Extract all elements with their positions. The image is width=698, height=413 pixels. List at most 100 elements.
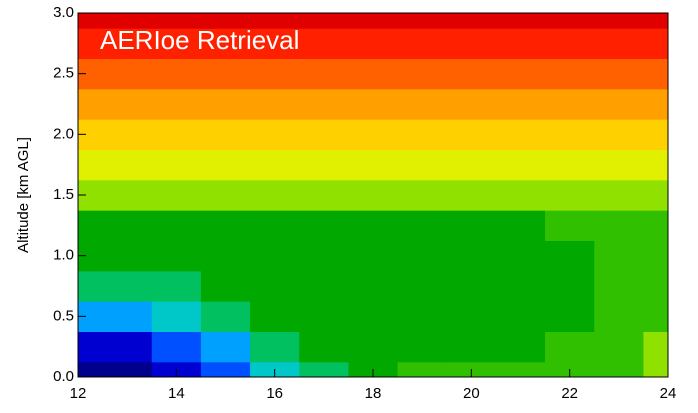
contour-cell bbox=[495, 331, 546, 363]
contour-cell bbox=[151, 179, 202, 211]
contour-cell bbox=[151, 88, 202, 120]
x-tick-label: 12 bbox=[70, 385, 87, 402]
contour-cell bbox=[299, 58, 349, 90]
contour-cell bbox=[102, 179, 153, 211]
contour-cell bbox=[200, 210, 251, 241]
contour-cell bbox=[200, 240, 251, 272]
contour-cell bbox=[348, 149, 399, 181]
contour-cell bbox=[348, 301, 399, 332]
contour-cell bbox=[151, 58, 202, 90]
y-tick-label: 3.0 bbox=[53, 4, 74, 21]
contour-cell bbox=[78, 210, 104, 241]
contour-cell bbox=[397, 179, 448, 211]
contour-cell bbox=[299, 28, 349, 59]
contour-cell bbox=[102, 58, 153, 90]
contour-cell bbox=[594, 13, 644, 29]
contour-cell bbox=[151, 270, 202, 302]
contour-cell bbox=[446, 119, 497, 150]
contour-cell bbox=[495, 210, 546, 241]
contour-cell bbox=[643, 361, 669, 378]
contour-cell bbox=[495, 301, 546, 332]
contour-cell bbox=[495, 149, 546, 181]
contour-cell bbox=[250, 28, 300, 59]
contour-cell bbox=[151, 149, 202, 181]
contour-cell bbox=[446, 13, 497, 29]
contour-cell bbox=[299, 301, 349, 332]
contour-cell bbox=[299, 88, 349, 120]
contour-cell bbox=[102, 301, 153, 332]
contour-cell bbox=[348, 119, 399, 150]
contour-cell bbox=[78, 13, 104, 29]
contour-cell bbox=[397, 119, 448, 150]
contour-cell bbox=[545, 119, 595, 150]
contour-cell bbox=[250, 119, 300, 150]
contour-cell bbox=[495, 28, 546, 59]
contour-cell bbox=[446, 210, 497, 241]
contour-cell bbox=[102, 13, 153, 29]
y-tick-label: 1.5 bbox=[53, 186, 74, 203]
contour-cell bbox=[102, 210, 153, 241]
contour-cell bbox=[643, 301, 669, 332]
contour-cell bbox=[643, 331, 669, 363]
contour-cell bbox=[200, 28, 251, 59]
contour-cell bbox=[594, 28, 644, 59]
contour-cell bbox=[397, 210, 448, 241]
y-tick-label: 2.5 bbox=[53, 65, 74, 82]
y-tick-label: 0.5 bbox=[53, 307, 74, 324]
contour-cell bbox=[397, 240, 448, 272]
contour-cell bbox=[348, 88, 399, 120]
contour-cell bbox=[151, 301, 202, 332]
contour-cell bbox=[545, 88, 595, 120]
contour-cell bbox=[446, 240, 497, 272]
contour-cell bbox=[151, 119, 202, 150]
contour-cell bbox=[78, 28, 104, 59]
contour-cell bbox=[594, 301, 644, 332]
contour-cell bbox=[299, 13, 349, 29]
contour-cell bbox=[545, 149, 595, 181]
contour-cell bbox=[348, 179, 399, 211]
contour-cell bbox=[446, 331, 497, 363]
contour-cell bbox=[643, 210, 669, 241]
contour-cell bbox=[348, 210, 399, 241]
contour-cell bbox=[250, 270, 300, 302]
contour-cell bbox=[594, 88, 644, 120]
contour-cell bbox=[200, 270, 251, 302]
y-tick-label: 2.0 bbox=[53, 125, 74, 142]
contour-cell bbox=[151, 13, 202, 29]
chart-title: AERIoe Retrieval bbox=[100, 25, 299, 55]
contour-cell bbox=[78, 88, 104, 120]
contour-cell bbox=[200, 13, 251, 29]
contour-cell bbox=[545, 13, 595, 29]
contour-cell bbox=[348, 331, 399, 363]
y-tick-label: 1.0 bbox=[53, 247, 74, 264]
contour-cell bbox=[594, 119, 644, 150]
y-tick-label: 0.0 bbox=[53, 368, 74, 385]
contour-cell bbox=[348, 13, 399, 29]
contour-cell bbox=[545, 28, 595, 59]
contour-cell bbox=[348, 28, 399, 59]
contour-cell bbox=[446, 301, 497, 332]
contour-cell bbox=[446, 88, 497, 120]
x-tick-label: 20 bbox=[463, 385, 480, 402]
contour-cell bbox=[545, 210, 595, 241]
x-tick-label: 22 bbox=[561, 385, 578, 402]
x-tick-label: 14 bbox=[168, 385, 185, 402]
contour-cell bbox=[299, 331, 349, 363]
contour-cell bbox=[348, 58, 399, 90]
contour-cell bbox=[545, 240, 595, 272]
contour-cell bbox=[495, 270, 546, 302]
x-tick-label: 24 bbox=[660, 385, 677, 402]
contour-cell bbox=[299, 240, 349, 272]
contour-cell bbox=[250, 301, 300, 332]
x-tick-label: 16 bbox=[266, 385, 283, 402]
contour-cell bbox=[151, 210, 202, 241]
contour-cell bbox=[102, 331, 153, 363]
contour-cell bbox=[348, 240, 399, 272]
contour-cell bbox=[643, 119, 669, 150]
contour-cell bbox=[397, 149, 448, 181]
contour-cell bbox=[397, 361, 448, 378]
contour-cell bbox=[102, 88, 153, 120]
contour-cell bbox=[594, 179, 644, 211]
contour-cell bbox=[446, 179, 497, 211]
